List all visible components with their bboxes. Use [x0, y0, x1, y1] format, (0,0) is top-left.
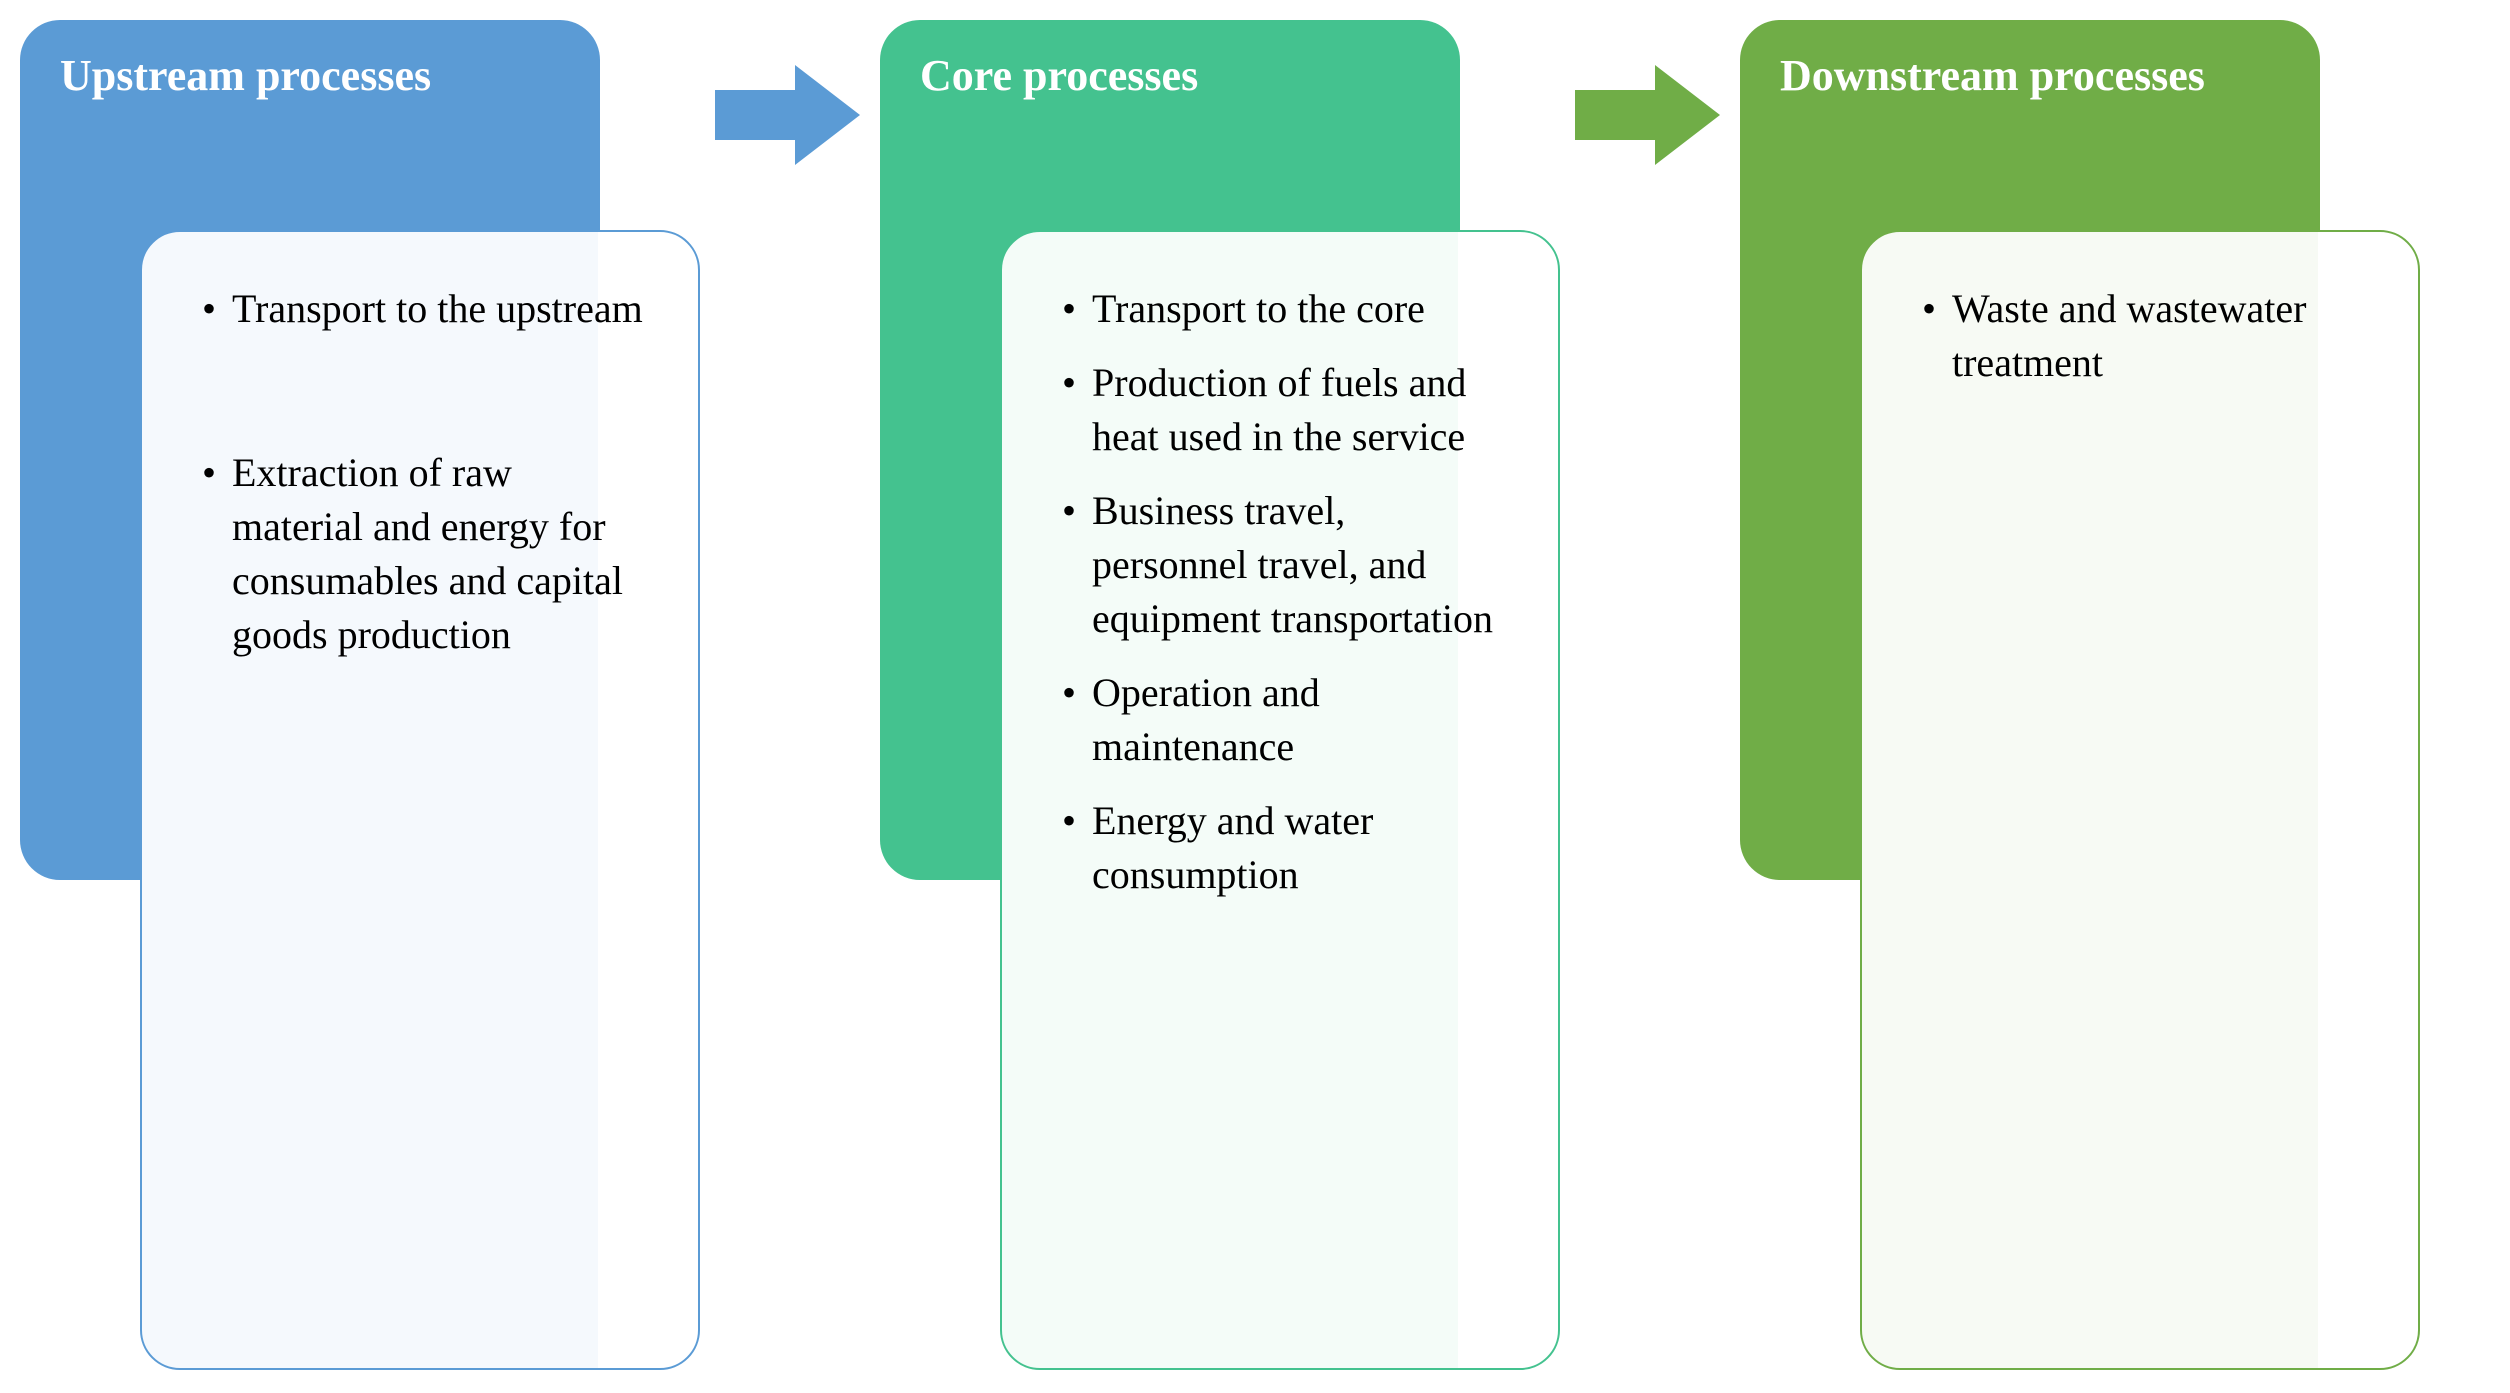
core-list: Transport to the core Production of fuel… — [1062, 282, 1508, 902]
list-item: Transport to the core — [1062, 282, 1508, 336]
list-item: Operation and maintenance — [1062, 666, 1508, 774]
core-content: Transport to the core Production of fuel… — [1000, 230, 1560, 1370]
list-item: Business travel, personnel travel, and e… — [1062, 484, 1508, 646]
list-item: Energy and water consumption — [1062, 794, 1508, 902]
upstream-title: Upstream processes — [60, 50, 560, 103]
core-title: Core processes — [920, 50, 1420, 103]
process-flow-diagram: Upstream processes Transport to the upst… — [20, 20, 2490, 1160]
downstream-title: Downstream processes — [1780, 50, 2280, 103]
downstream-process-block: Downstream processes Waste and wastewate… — [1740, 20, 2420, 1160]
list-item: Waste and wastewater treatment — [1922, 282, 2368, 390]
upstream-content: Transport to the upstream Extraction of … — [140, 230, 700, 1370]
arrow-icon — [1575, 60, 1725, 170]
upstream-process-block: Upstream processes Transport to the upst… — [20, 20, 700, 1160]
core-process-block: Core processes Transport to the core Pro… — [880, 20, 1560, 1160]
downstream-list: Waste and wastewater treatment — [1922, 282, 2368, 390]
downstream-content: Waste and wastewater treatment — [1860, 230, 2420, 1370]
arrow-core-to-downstream — [1560, 20, 1740, 170]
upstream-list: Transport to the upstream Extraction of … — [202, 282, 648, 662]
list-item: Production of fuels and heat used in the… — [1062, 356, 1508, 464]
arrow-upstream-to-core — [700, 20, 880, 170]
list-item: Extraction of raw material and energy fo… — [202, 446, 648, 662]
list-item: Transport to the upstream — [202, 282, 648, 336]
arrow-icon — [715, 60, 865, 170]
